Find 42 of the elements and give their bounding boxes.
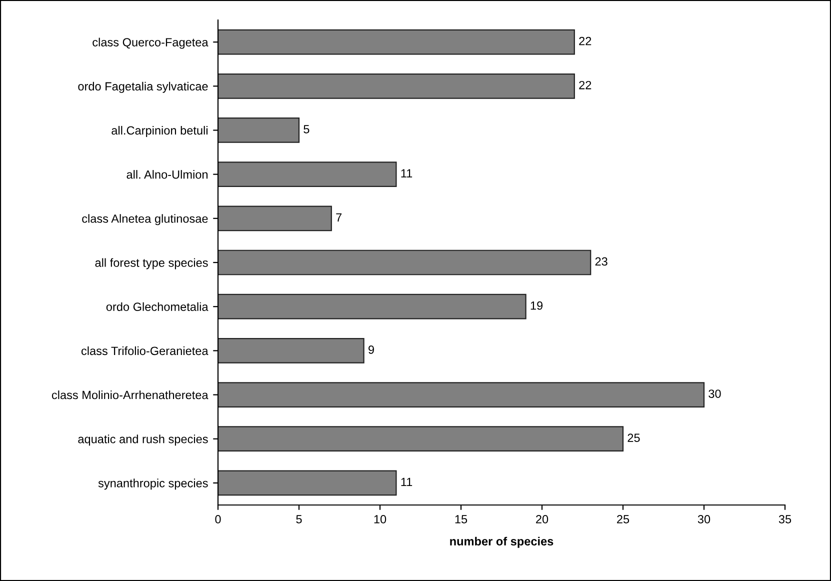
data-label: 22 [579, 36, 592, 46]
y-tick-label: ordo Fagetalia sylvaticae [78, 82, 208, 93]
x-tick-label: 0 [215, 515, 221, 524]
x-tick-label: 10 [374, 515, 386, 524]
y-tick-label: class Querco-Fagetea [92, 38, 208, 49]
x-tick-label: 20 [536, 515, 548, 524]
y-tick-label: all forest type species [95, 258, 208, 270]
bar [218, 338, 364, 364]
bar [218, 294, 526, 320]
x-tick-label: 15 [455, 515, 468, 524]
x-tick-label: 30 [698, 515, 710, 524]
y-tick-label: class Trifolio-Geranietea [81, 346, 208, 356]
data-label: 23 [595, 257, 608, 266]
data-label: 30 [708, 390, 721, 398]
y-tick-label: all. Alno-Ulmion [126, 170, 208, 179]
bar [218, 426, 624, 452]
x-tick-label: 25 [617, 515, 630, 524]
bar [218, 250, 592, 276]
data-label: 11 [401, 169, 412, 178]
data-label: 22 [579, 80, 592, 90]
y-tick-label: class Molinio-Arrhenatheretea [52, 390, 208, 400]
y-tick-label: ordo Glechometalia [106, 302, 208, 311]
y-tick-label: all.Carpinion betuli [112, 126, 208, 137]
bar [218, 206, 332, 232]
x-tick-label: 5 [296, 515, 302, 524]
data-label: 7 [336, 213, 342, 222]
data-label: 5 [304, 125, 310, 134]
x-axis-title: number of species [450, 536, 554, 548]
data-label: 25 [628, 434, 640, 442]
data-label: 11 [401, 478, 412, 486]
y-tick-label: synanthropic species [98, 478, 208, 490]
bar [218, 118, 300, 143]
bar [218, 470, 397, 496]
data-label: 19 [530, 301, 543, 310]
bar [218, 29, 575, 55]
bar [218, 382, 705, 408]
x-tick-label: 35 [778, 515, 792, 524]
bar [218, 73, 575, 99]
y-tick-label: class Alnetea glutinosae [82, 214, 208, 226]
y-tick-label: aquatic and rush species [78, 434, 208, 446]
bar [218, 162, 397, 187]
data-label: 9 [368, 345, 374, 354]
